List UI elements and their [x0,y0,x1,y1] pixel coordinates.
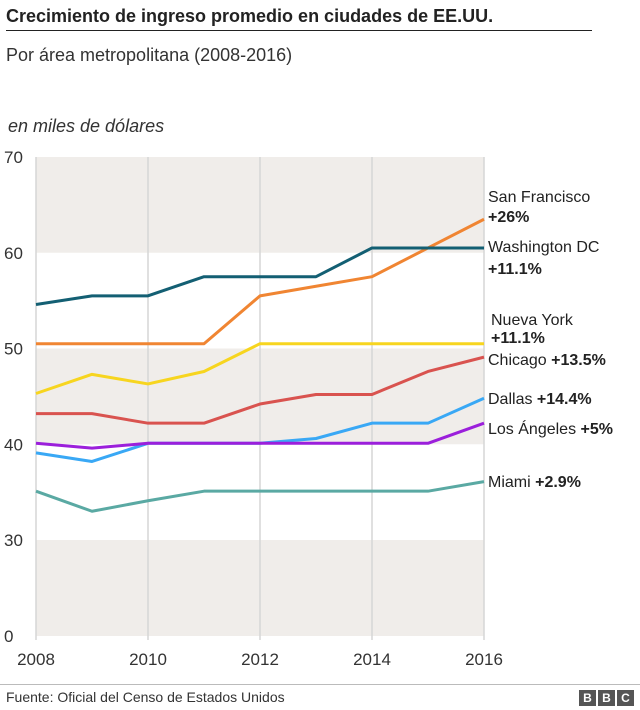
series-label: Nueva York +11.1% [491,312,574,347]
chart-title: Crecimiento de ingreso promedio en ciuda… [6,6,592,31]
x-tick-label: 2008 [17,650,55,669]
series-label: Los Ángeles +5% [488,419,613,438]
series-label: Chicago +13.5% [488,352,606,369]
series-line-nueva-york [35,342,484,395]
chart-subtitle: Por área metropolitana (2008-2016) [6,45,293,65]
line-chart: 0 30 40 50 60 70 2008 2010 2012 2014 2016 San Franc… [4,148,613,669]
series-line-washington-dc [35,246,484,306]
y-tick-label: 50 [4,340,23,359]
y-axis-label: en miles de dólares [8,116,165,136]
series-line-los-ángeles [35,421,485,450]
y-tick-label: 30 [4,531,23,550]
series-label: San Francisco +26% [488,189,590,226]
y-tick-label: 40 [4,435,23,454]
footer-divider [0,684,640,685]
x-tick-label: 2014 [353,650,391,669]
x-tick-label: 2016 [465,650,503,669]
y-tick-label: 60 [4,244,23,263]
source-note: Fuente: Oficial del Censo de Estados Uni… [6,689,285,705]
series-line-chicago [36,355,485,425]
y-tick-label: 0 [4,627,13,646]
y-tick-label: 70 [4,148,23,167]
series-line-san-francisco [36,217,485,346]
x-tick-label: 2012 [241,650,279,669]
series-label: Dallas +14.4% [488,391,592,408]
series-line-miami [35,480,485,513]
x-tick-label: 2010 [129,650,167,669]
series-label: Washington DC +11.1% [488,239,599,278]
series-label: Miami +2.9% [488,474,581,491]
